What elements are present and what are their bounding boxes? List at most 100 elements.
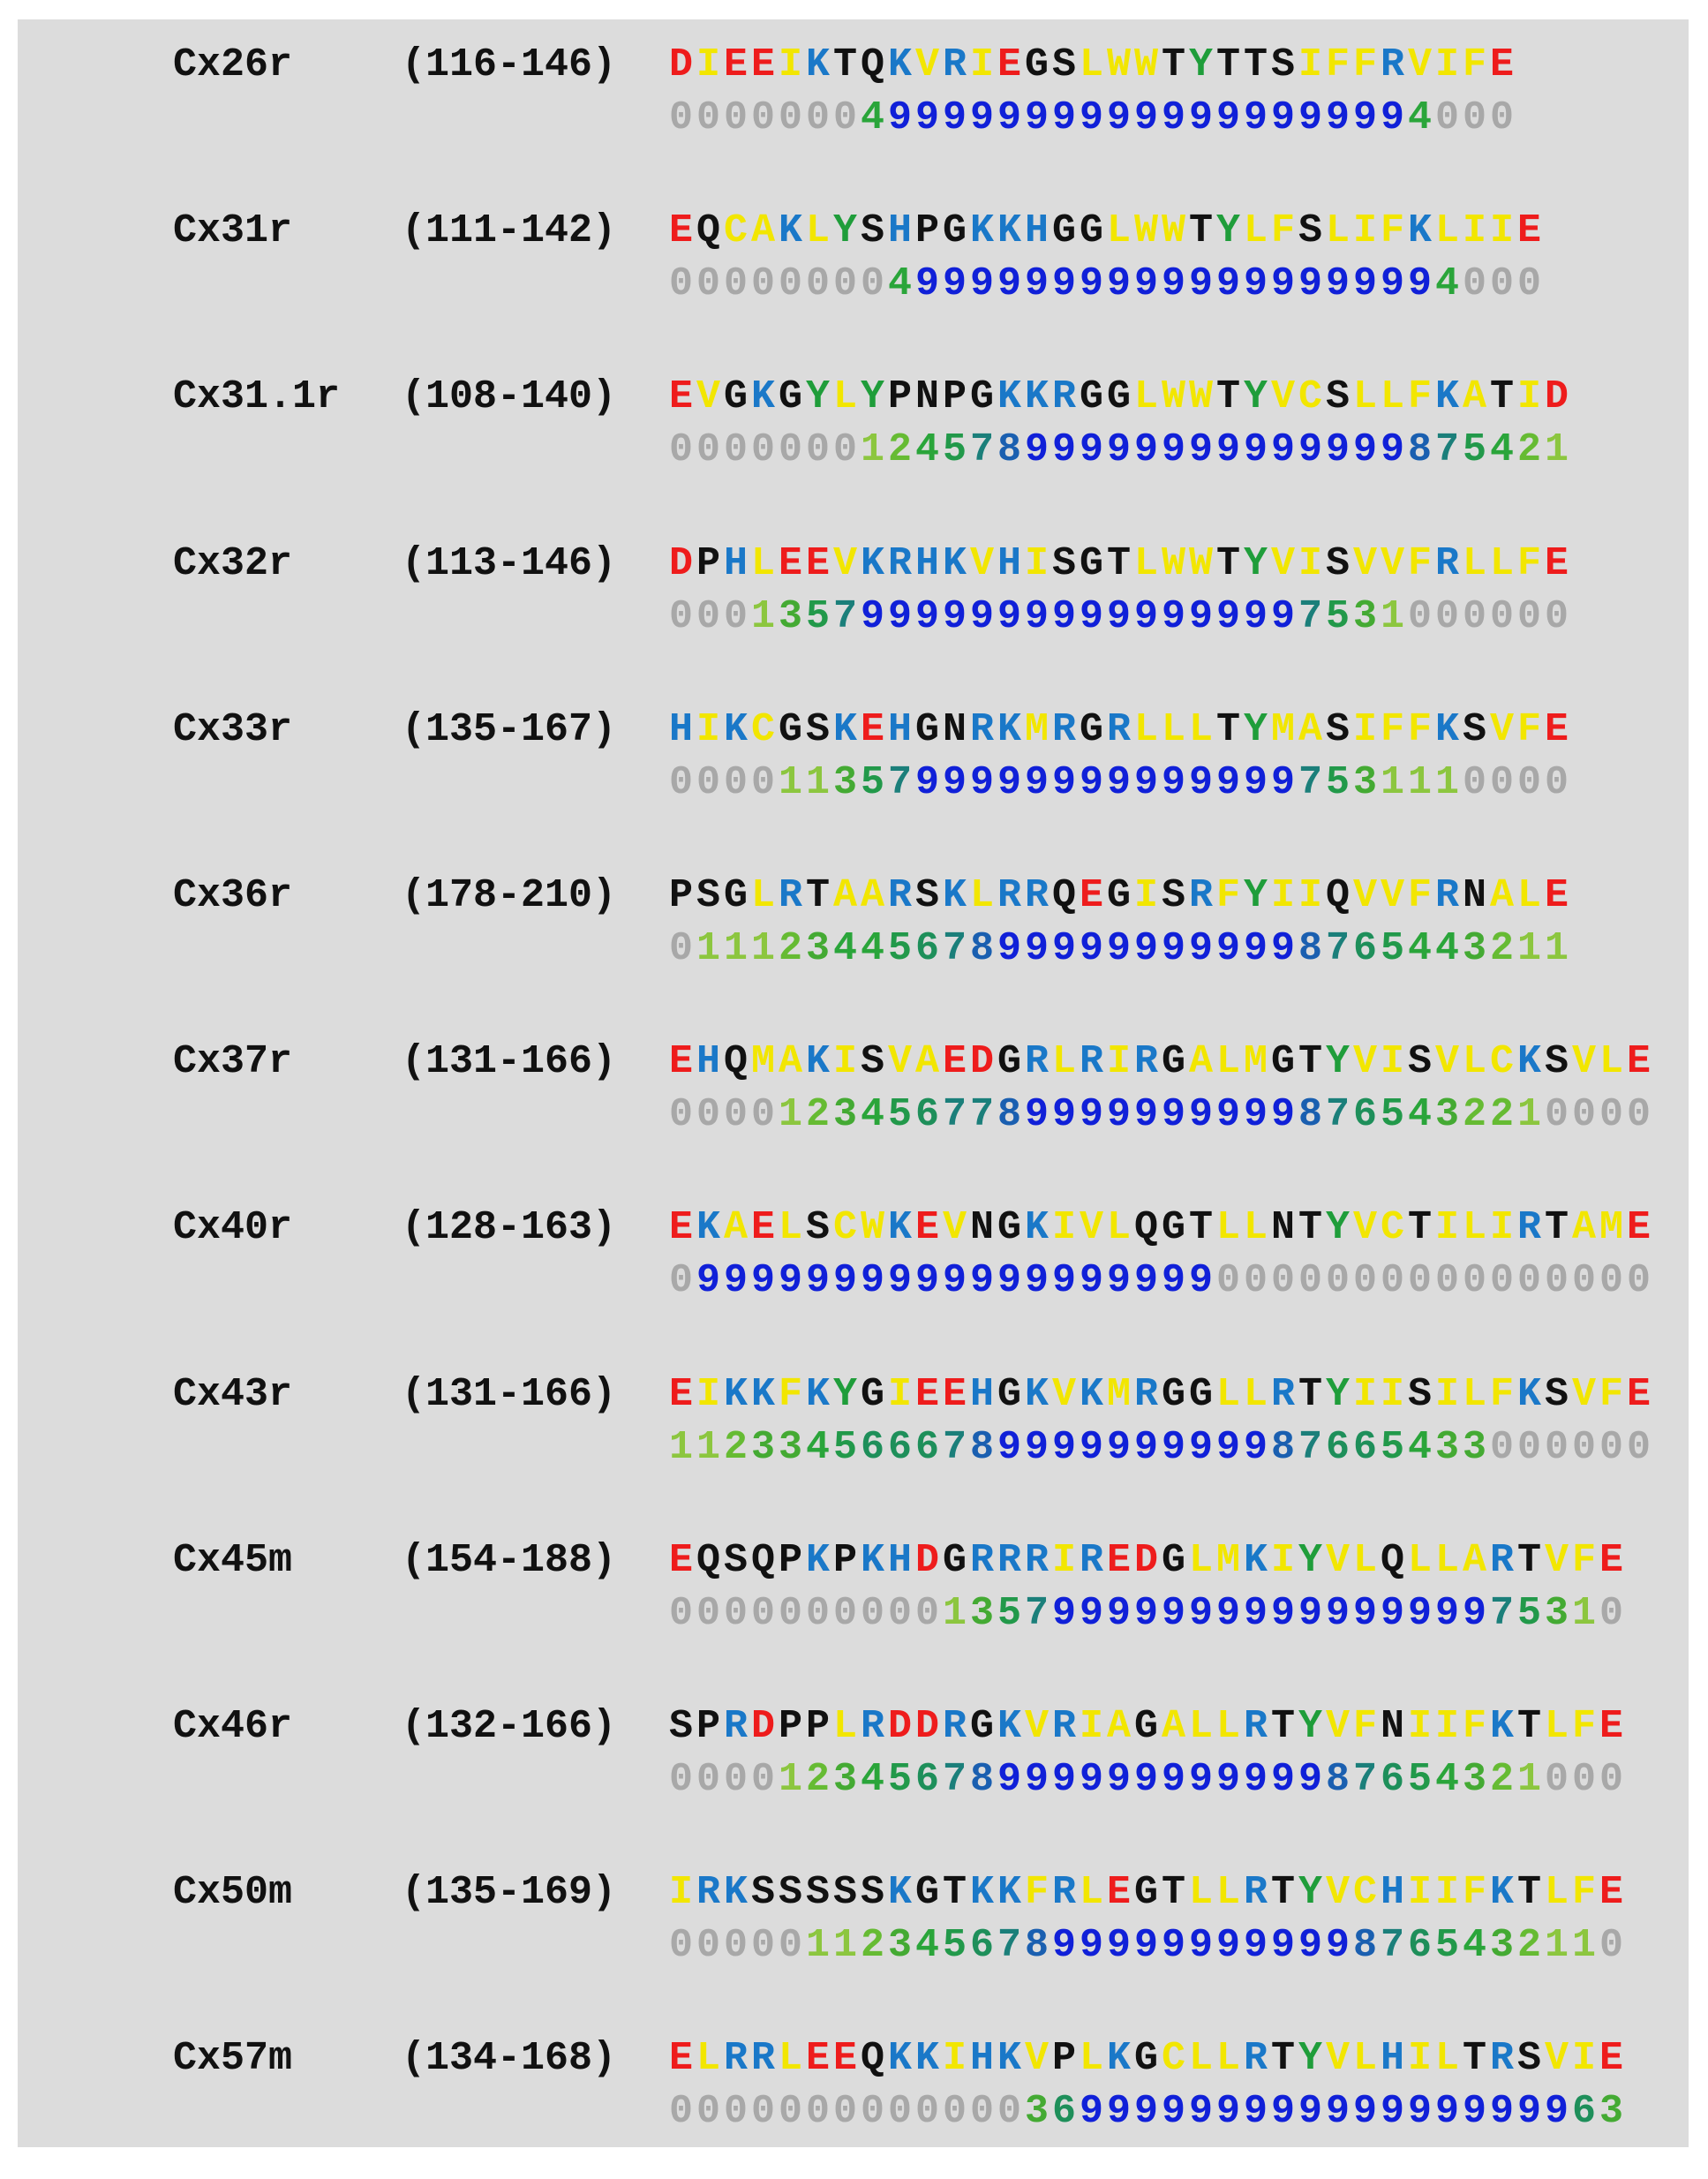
residue: N: [1270, 1205, 1295, 1251]
score-digit: 0: [914, 1590, 939, 1636]
prediction-scores: 0000000499999999999999999994000: [667, 95, 1516, 140]
score-digit: 2: [1462, 1092, 1486, 1138]
score-digit: 5: [942, 1923, 967, 1969]
residue: I: [1407, 1870, 1432, 1916]
residue: V: [1270, 540, 1295, 586]
residue: E: [832, 2036, 857, 2082]
score-digit: 3: [778, 593, 802, 639]
residue: W: [1161, 374, 1185, 420]
score-digit: 0: [723, 593, 748, 639]
residue: E: [1079, 873, 1103, 918]
residue: E: [1626, 1371, 1651, 1417]
score-digit: 0: [1544, 1092, 1569, 1138]
score-digit: 0: [750, 261, 775, 307]
residue: G: [914, 706, 939, 752]
residue: Y: [832, 208, 857, 254]
score-digit: 9: [997, 926, 1021, 971]
residue: G: [1133, 2036, 1158, 2082]
residue: G: [1188, 1371, 1213, 1417]
amino-acid-sequence: DPHLEEVKRHKVHISGTLWWTYVISVVFRLLFE: [667, 541, 1570, 586]
residue: L: [778, 2036, 802, 2082]
residue: L: [1133, 706, 1158, 752]
score-digit: 0: [1544, 1757, 1569, 1802]
residue: E: [1516, 208, 1541, 254]
score-digit: 4: [860, 926, 884, 971]
residue: E: [805, 2036, 830, 2082]
residue: C: [1380, 1205, 1404, 1251]
residue: L: [1106, 208, 1131, 254]
score-digit: 0: [1544, 1258, 1569, 1304]
score-digit: 9: [1161, 1424, 1185, 1470]
residue: E: [668, 1537, 693, 1583]
score-digit: 7: [832, 593, 857, 639]
residue: A: [860, 873, 884, 918]
score-digit: 3: [778, 1424, 802, 1470]
residue: R: [696, 1870, 720, 1916]
residue: I: [696, 42, 720, 87]
residue: F: [1352, 42, 1377, 87]
residue: L: [1133, 374, 1158, 420]
residue: G: [860, 1371, 884, 1417]
score-digit: 4: [914, 427, 939, 473]
residue: R: [860, 1704, 884, 1749]
residue: C: [1298, 374, 1322, 420]
residue: R: [969, 706, 994, 752]
score-digit: 9: [1106, 1258, 1131, 1304]
score-digit: 0: [1462, 759, 1486, 805]
residue: S: [805, 706, 830, 752]
residue: S: [860, 208, 884, 254]
residue: F: [1407, 706, 1432, 752]
score-digit: 6: [914, 1092, 939, 1138]
residue: R: [1133, 1371, 1158, 1417]
score-digit: 0: [1571, 1258, 1596, 1304]
residue: F: [1270, 208, 1295, 254]
residue: I: [1516, 374, 1541, 420]
score-digit: 9: [1024, 261, 1049, 307]
residue: G: [942, 208, 967, 254]
score-digit: 9: [1298, 427, 1322, 473]
residue: R: [723, 1704, 748, 1749]
residue: S: [750, 1870, 775, 1916]
score-digit: 2: [1516, 1923, 1541, 1969]
score-digit: 1: [832, 1923, 857, 1969]
residue: L: [1243, 1371, 1268, 1417]
residue: A: [1489, 873, 1514, 918]
residue: S: [914, 873, 939, 918]
residue: Y: [1215, 208, 1240, 254]
residue: R: [1489, 1537, 1514, 1583]
residue: I: [1298, 873, 1322, 918]
amino-acid-sequence: EIKKFKYGIEEHGKVKMRGGLLRTYIISILFKSVFE: [667, 1372, 1652, 1417]
residue: T: [942, 1870, 967, 1916]
score-digit: 7: [1325, 926, 1350, 971]
residue: M: [1024, 706, 1049, 752]
score-digit: 9: [860, 1258, 884, 1304]
score-digit: 9: [1161, 926, 1185, 971]
residue: E: [1599, 1537, 1623, 1583]
residue: P: [778, 1704, 802, 1749]
score-digit: 4: [1407, 95, 1432, 140]
score-digit: 0: [1571, 1092, 1596, 1138]
connexin-name: Cx40r: [173, 1205, 293, 1251]
score-digit: 0: [1516, 1424, 1541, 1470]
residue: E: [805, 540, 830, 586]
residue: R: [1079, 1537, 1103, 1583]
score-digit: 9: [1188, 759, 1213, 805]
score-digit: 0: [778, 1923, 802, 1969]
score-digit: 9: [1489, 2089, 1514, 2135]
residue: Y: [1243, 374, 1268, 420]
residue: S: [860, 1870, 884, 1916]
score-digit: 9: [1544, 2089, 1569, 2135]
score-digit: 9: [1051, 1590, 1076, 1636]
residue: K: [778, 208, 802, 254]
residue: N: [1380, 1704, 1404, 1749]
score-digit: 9: [1106, 2089, 1131, 2135]
residue: F: [1462, 42, 1486, 87]
residue: K: [860, 540, 884, 586]
residue: S: [1462, 706, 1486, 752]
score-digit: 5: [1380, 926, 1404, 971]
residue: V: [942, 1205, 967, 1251]
score-digit: 4: [887, 261, 912, 307]
residue: R: [1024, 873, 1049, 918]
residue: E: [668, 1039, 693, 1085]
residue: L: [1352, 2036, 1377, 2082]
